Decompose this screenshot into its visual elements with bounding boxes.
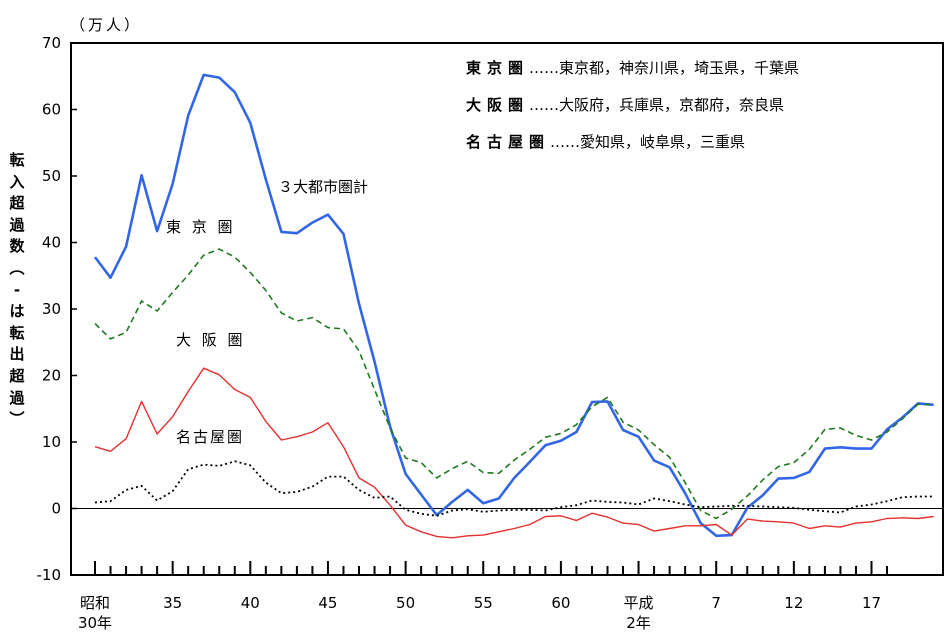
x-tick-label: 45 (318, 594, 337, 612)
legend-region-osaka: 大阪圏 (466, 96, 530, 114)
plot-border (70, 42, 944, 576)
series-label-total: ３大都市圏計 (278, 178, 369, 196)
unit-label: （万人） (70, 16, 143, 34)
y-tick-label: 70 (42, 34, 61, 52)
x-tick-label: 60 (551, 594, 570, 612)
series-lines (93, 73, 934, 539)
legend-region-nagoya: 名古屋圏 (466, 133, 551, 151)
series-line-3 (94, 460, 934, 517)
y-axis-label-char: は (9, 302, 25, 321)
y-axis-label-char: 出 (9, 345, 25, 364)
y-tick-label: -10 (37, 566, 62, 584)
x-tick-label: 50 (396, 594, 415, 612)
axis-ticks: -10 0 10 20 30 40 50 60 70 昭和 30年 35 40 45 50 55 60 平成 2年 7… (37, 34, 889, 632)
series-label-osaka: 大 阪 圏 (176, 331, 246, 349)
y-tick-label: 0 (51, 500, 61, 518)
series-line-0 (93, 73, 934, 538)
legend-region-tokyo: 東京圏 (466, 59, 530, 77)
y-axis-label-char: 過 (9, 388, 25, 407)
series-label-tokyo: 東 京 圏 (166, 218, 236, 236)
y-axis-label-char: 転 (9, 323, 25, 342)
x-tick-label: 55 (474, 594, 493, 612)
y-axis-label-char: 入 (9, 172, 25, 191)
series-label-nagoya: 名古屋圏 (176, 428, 245, 446)
x-tick-label: 17 (862, 594, 881, 612)
legend-desc-tokyo: ……東京都，神奈川県，埼玉県，千葉県 (529, 59, 800, 77)
y-tick-label: 30 (42, 300, 61, 318)
plot-frame (70, 42, 944, 576)
legend-desc-nagoya: ……愛知県，岐阜県，三重県 (550, 133, 746, 151)
y-axis-label-char: 転 (9, 151, 25, 169)
y-axis-label-char: 数 (9, 237, 25, 256)
y-axis-label-char: 超 (9, 194, 25, 213)
legend-desc-osaka: ……大阪府，兵庫県，京都府，奈良県 (529, 96, 785, 114)
y-tick-label: 40 (42, 234, 61, 252)
y-axis-label: 転入超過数 ︵ - は転出超過 ︶ (6, 150, 28, 431)
x-tick-sublabel: 30年 (78, 614, 112, 632)
x-tick-label: 平成 (624, 594, 654, 612)
y-axis-label-char: 過 (9, 215, 25, 234)
y-axis-label-char: 超 (9, 366, 25, 385)
x-tick-sublabel: 2年 (626, 614, 651, 632)
x-tick-label: 35 (163, 594, 182, 612)
x-tick-label: 昭和 (80, 594, 110, 612)
series-line-2 (94, 367, 934, 539)
y-tick-label: 20 (42, 367, 61, 385)
y-tick-label: 10 (42, 433, 61, 451)
legend-item-nagoya: 名古屋圏……愛知県，岐阜県，三重県 (466, 131, 745, 152)
y-axis-label-char: ︵ (9, 258, 25, 277)
x-tick-label: 40 (241, 594, 260, 612)
series-line-1 (94, 248, 934, 520)
y-tick-label: 60 (42, 101, 61, 119)
x-tick-label: 7 (711, 594, 721, 612)
legend-item-tokyo: 東京圏……東京都，神奈川県，埼玉県，千葉県 (466, 57, 799, 78)
x-tick-label: 12 (784, 594, 803, 612)
y-tick-label: 50 (42, 167, 61, 185)
y-axis-label-char: ︶ (9, 410, 25, 429)
y-axis-label-char: - (13, 280, 21, 299)
legend-item-osaka: 大阪圏……大阪府，兵庫県，京都府，奈良県 (466, 94, 784, 115)
